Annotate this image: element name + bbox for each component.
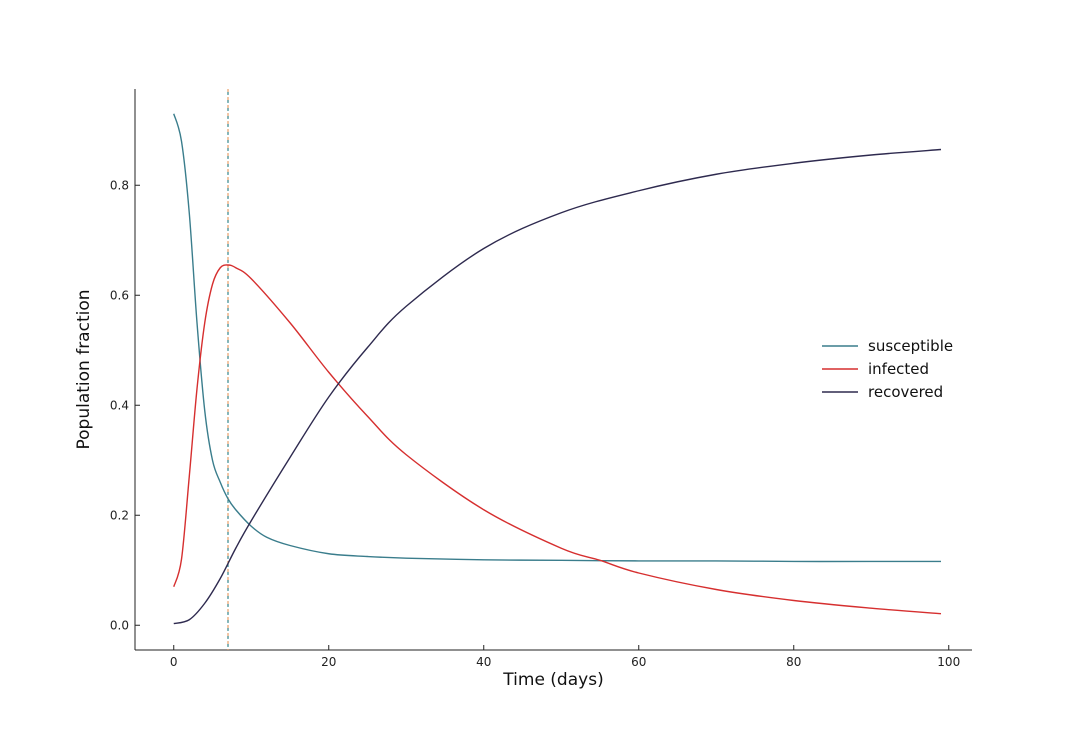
y-ticks: 0.0 0.2 0.4 0.6 0.8 (110, 178, 140, 632)
x-tick-label: 20 (321, 655, 336, 669)
series-line-infected (173, 264, 942, 615)
y-tick-label: 0.6 (110, 288, 129, 302)
series-line-recovered (173, 148, 942, 625)
legend-label-susceptible: susceptible (868, 337, 953, 355)
series-lines (173, 113, 942, 625)
y-tick-label: 0.4 (110, 398, 129, 412)
series-line-susceptible (173, 113, 941, 563)
y-tick-label: 0.0 (110, 618, 129, 632)
y-axis-label: Population fraction (74, 289, 94, 449)
legend-label-infected: infected (868, 360, 929, 378)
x-tick-label: 80 (786, 655, 801, 669)
x-ticks: 0 20 40 60 80 100 (170, 645, 960, 669)
x-tick-label: 40 (476, 655, 491, 669)
x-tick-label: 0 (170, 655, 178, 669)
legend: susceptible infected recovered (822, 337, 953, 401)
y-tick-label: 0.8 (110, 178, 129, 192)
x-tick-label: 60 (631, 655, 646, 669)
x-tick-label: 100 (937, 655, 960, 669)
x-axis-label: Time (days) (502, 670, 603, 690)
axes: 0 20 40 60 80 100 0.0 0.2 0.4 0.6 0.8 (110, 89, 972, 669)
legend-label-recovered: recovered (868, 383, 943, 401)
y-tick-label: 0.2 (110, 508, 129, 522)
